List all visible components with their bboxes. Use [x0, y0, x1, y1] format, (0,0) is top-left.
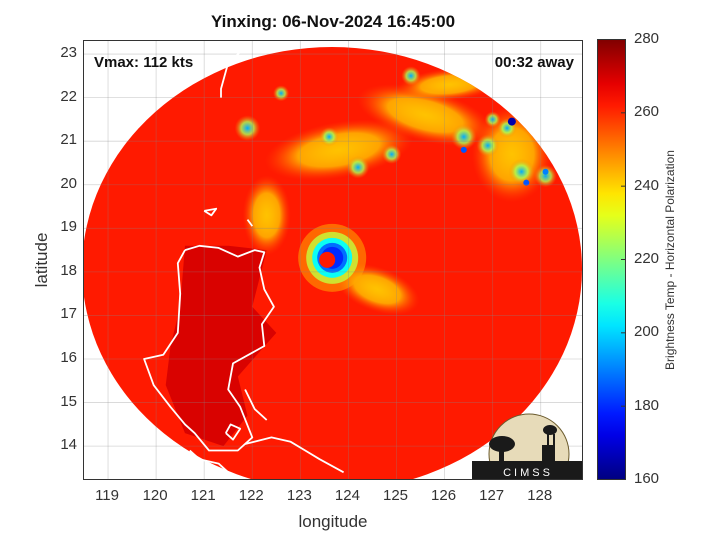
deep-cell-2 — [523, 179, 530, 186]
deep-cell-3 — [542, 168, 549, 175]
convective-cell-9 — [484, 111, 501, 128]
convective-cell-1 — [319, 127, 339, 147]
rain-band-3 — [242, 175, 291, 256]
y-tick-label: 20 — [60, 174, 77, 192]
swath — [84, 47, 582, 479]
x-tick-label: 120 — [142, 487, 168, 504]
convective-cell-8 — [534, 164, 557, 188]
colorbar-tick-label: 180 — [634, 396, 660, 414]
vmax-label: Vmax: 112 kts — [94, 54, 194, 71]
land-warm-region — [165, 245, 277, 447]
convective-cell-11 — [401, 66, 421, 86]
cimss-logo: CIMSS — [472, 413, 582, 479]
mindoro-coastline — [189, 449, 229, 473]
convective-cell-0 — [234, 115, 261, 141]
rain-band-0 — [264, 119, 413, 181]
babuyan-island-b — [203, 207, 218, 217]
convective-cell-7 — [508, 158, 535, 185]
taiwan-coastline — [220, 44, 249, 98]
deep-cell-0 — [507, 117, 516, 126]
cimss-logo-text: CIMSS — [503, 467, 553, 479]
plot-area: CIMSS Vmax: 112 kts 00:32 away — [83, 40, 583, 480]
deep-cell-1 — [460, 146, 467, 153]
y-tick-label: 19 — [60, 218, 77, 236]
y-tick-label: 16 — [60, 349, 77, 367]
bicol-coastline — [244, 436, 345, 474]
colorbar-tick-label: 160 — [634, 470, 660, 487]
colorbar-gradient — [597, 39, 626, 480]
laguna-lake-coastline — [225, 423, 242, 441]
storm-eye — [319, 251, 336, 268]
polillo-coastline — [244, 389, 268, 421]
plot-svg: CIMSS — [84, 41, 582, 479]
x-tick-label: 127 — [479, 487, 505, 504]
colorbar-tick-label: 280 — [634, 30, 660, 47]
convective-cell-4 — [451, 124, 477, 150]
x-tick-label: 124 — [334, 487, 360, 504]
y-axis-label: latitude — [32, 232, 51, 288]
colorbar-tick-label: 220 — [634, 250, 660, 267]
x-tick-label: 126 — [431, 487, 457, 504]
grid — [84, 41, 582, 479]
colorbar-tick-label: 200 — [634, 323, 660, 341]
y-tick-label: 21 — [60, 131, 77, 149]
luzon-coastline — [143, 244, 275, 452]
babuyan-island-a — [246, 219, 254, 227]
y-tick-label: 23 — [60, 44, 77, 62]
convective-cell-2 — [346, 156, 370, 179]
x-tick-label: 125 — [382, 487, 409, 504]
x-tick-label: 128 — [527, 487, 553, 504]
y-tick-label: 22 — [60, 87, 77, 105]
colorbar-label: Brightness Temp - Horizontal Polarizatio… — [663, 150, 677, 370]
time-away-label: 00:32 away — [494, 54, 574, 71]
convective-cell-10 — [273, 85, 290, 102]
colorbar — [597, 39, 626, 480]
convective-cell-5 — [476, 134, 500, 157]
y-tick-label: 14 — [60, 436, 77, 454]
colorbar-tick-label: 260 — [634, 103, 660, 121]
y-tick-label: 15 — [60, 392, 77, 410]
x-tick-label: 121 — [190, 487, 216, 504]
x-tick-label: 119 — [95, 487, 119, 504]
chart-title: Yinxing: 06-Nov-2024 16:45:00 — [210, 12, 456, 31]
y-tick-label: 18 — [60, 261, 77, 279]
colorbar-tick-label: 240 — [634, 176, 660, 194]
y-tick-label: 17 — [60, 305, 77, 323]
x-axis-label: longitude — [298, 512, 368, 531]
x-tick-label: 122 — [238, 487, 264, 504]
convective-cell-3 — [382, 144, 402, 164]
x-tick-label: 123 — [286, 487, 312, 504]
